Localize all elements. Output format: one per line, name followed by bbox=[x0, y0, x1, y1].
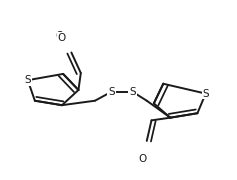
Text: S: S bbox=[202, 89, 209, 99]
Text: O: O bbox=[138, 154, 146, 164]
Text: O: O bbox=[57, 33, 66, 43]
Text: S: S bbox=[24, 75, 31, 85]
Text: S: S bbox=[108, 87, 115, 97]
Text: O: O bbox=[55, 31, 63, 41]
Text: O: O bbox=[137, 155, 145, 165]
Text: S: S bbox=[129, 87, 136, 97]
